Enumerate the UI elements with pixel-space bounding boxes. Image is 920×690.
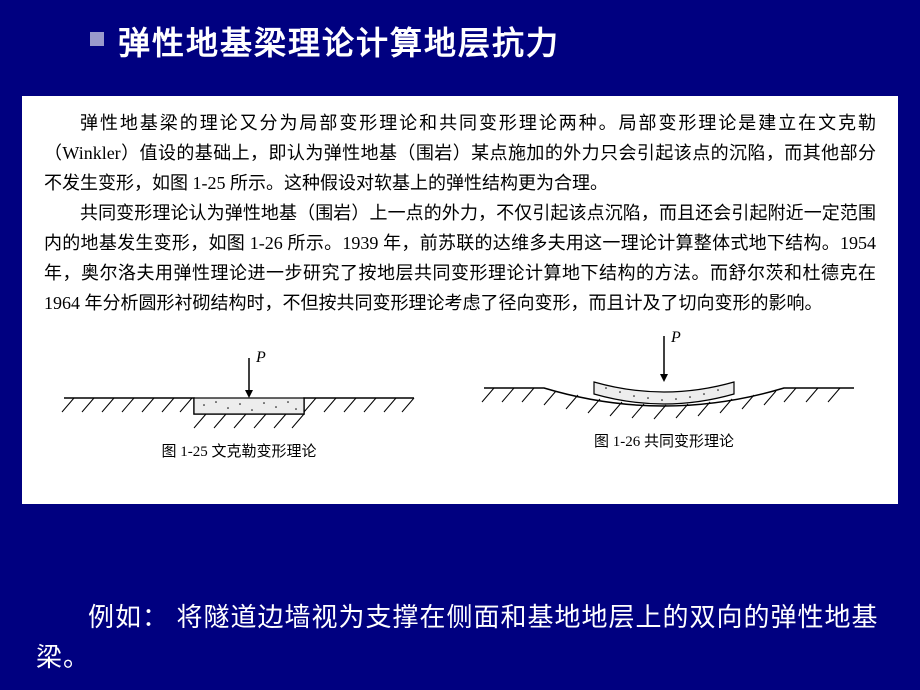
paragraph-1: 弹性地基梁的理论又分为局部变形理论和共同变形理论两种。局部变形理论是建立在文克勒… bbox=[44, 108, 876, 198]
scanned-text-block: 弹性地基梁的理论又分为局部变形理论和共同变形理论两种。局部变形理论是建立在文克勒… bbox=[22, 96, 898, 504]
figure-1-26: P 图 1-26 共同变形理论 bbox=[482, 329, 854, 450]
figure-1-25-load-label: P bbox=[255, 349, 266, 366]
figure-1-25: P 图 1-25 文克勒变形理论 bbox=[62, 349, 414, 460]
footer-note-text: 例如： 将隧道边墙视为支撑在侧面和基地地层上的双向的弹性地基梁。 bbox=[36, 603, 879, 672]
slide-title: 弹性地基梁理论计算地层抗力 bbox=[118, 18, 560, 64]
slide-root: 弹性地基梁理论计算地层抗力 弹性地基梁的理论又分为局部变形理论和共同变形理论两种… bbox=[0, 0, 920, 690]
figure-1-26-caption: 图 1-26 共同变形理论 bbox=[594, 433, 734, 450]
footer-note: 例如： 将隧道边墙视为支撑在侧面和基地地层上的双向的弹性地基梁。 bbox=[36, 598, 884, 678]
paragraph-2: 共同变形理论认为弹性地基（围岩）上一点的外力，不仅引起该点沉陷，而且还会引起附近… bbox=[44, 198, 876, 318]
figure-1-25-caption: 图 1-25 文克勒变形理论 bbox=[162, 443, 317, 460]
figure-1-26-load-label: P bbox=[670, 329, 681, 346]
title-bullet-icon bbox=[90, 32, 104, 46]
title-row: 弹性地基梁理论计算地层抗力 bbox=[0, 0, 920, 64]
figures-svg: P 图 1-25 文克勒变形理论 bbox=[44, 328, 876, 468]
figures-row: P 图 1-25 文克勒变形理论 bbox=[44, 328, 876, 468]
